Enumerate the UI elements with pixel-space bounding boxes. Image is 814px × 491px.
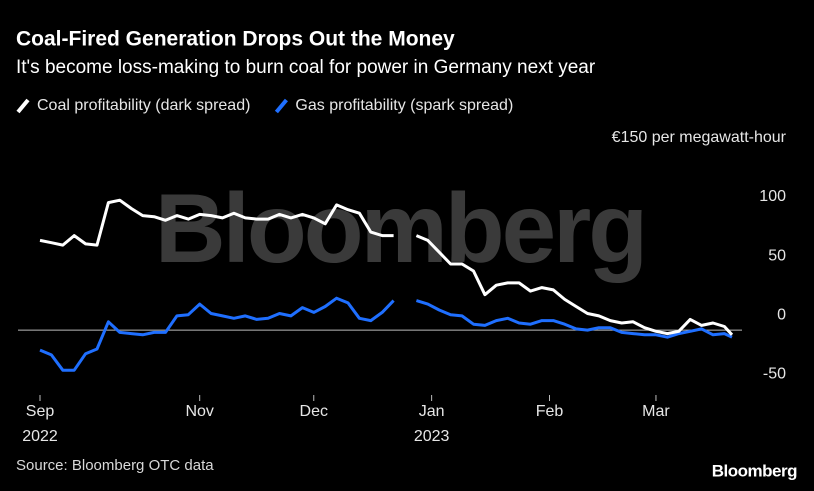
legend-label: Coal profitability (dark spread) [37, 97, 250, 114]
x-tick-label: Sep [26, 403, 55, 420]
legend-swatch [16, 98, 30, 114]
y-tick-label: 50 [768, 247, 786, 264]
y-tick-label: 100 [759, 188, 786, 205]
watermark: Bloomberg [155, 173, 645, 283]
y-tick-label: €150 per megawatt-hour [612, 129, 787, 146]
x-tick-label: Jan [419, 403, 445, 420]
legend-label: Gas profitability (spark spread) [295, 97, 513, 114]
x-tick-label: Mar [642, 403, 670, 420]
logo: Bloomberg [712, 461, 797, 480]
chart-subtitle: It's become loss-making to burn coal for… [16, 57, 596, 78]
x-year-label: 2022 [22, 428, 58, 445]
x-tick-label: Nov [185, 403, 213, 420]
source: Source: Bloomberg OTC data [16, 457, 214, 474]
x-tick-label: Dec [300, 403, 328, 420]
series-line [39, 296, 733, 372]
y-tick-label: -50 [763, 365, 786, 382]
y-tick-label: 0 [777, 306, 786, 323]
chart-title: Coal-Fired Generation Drops Out the Mone… [16, 28, 455, 51]
legend-swatch [274, 98, 288, 114]
x-tick-label: Feb [536, 403, 564, 420]
x-year-label: 2023 [414, 428, 450, 445]
series-line [39, 198, 734, 336]
